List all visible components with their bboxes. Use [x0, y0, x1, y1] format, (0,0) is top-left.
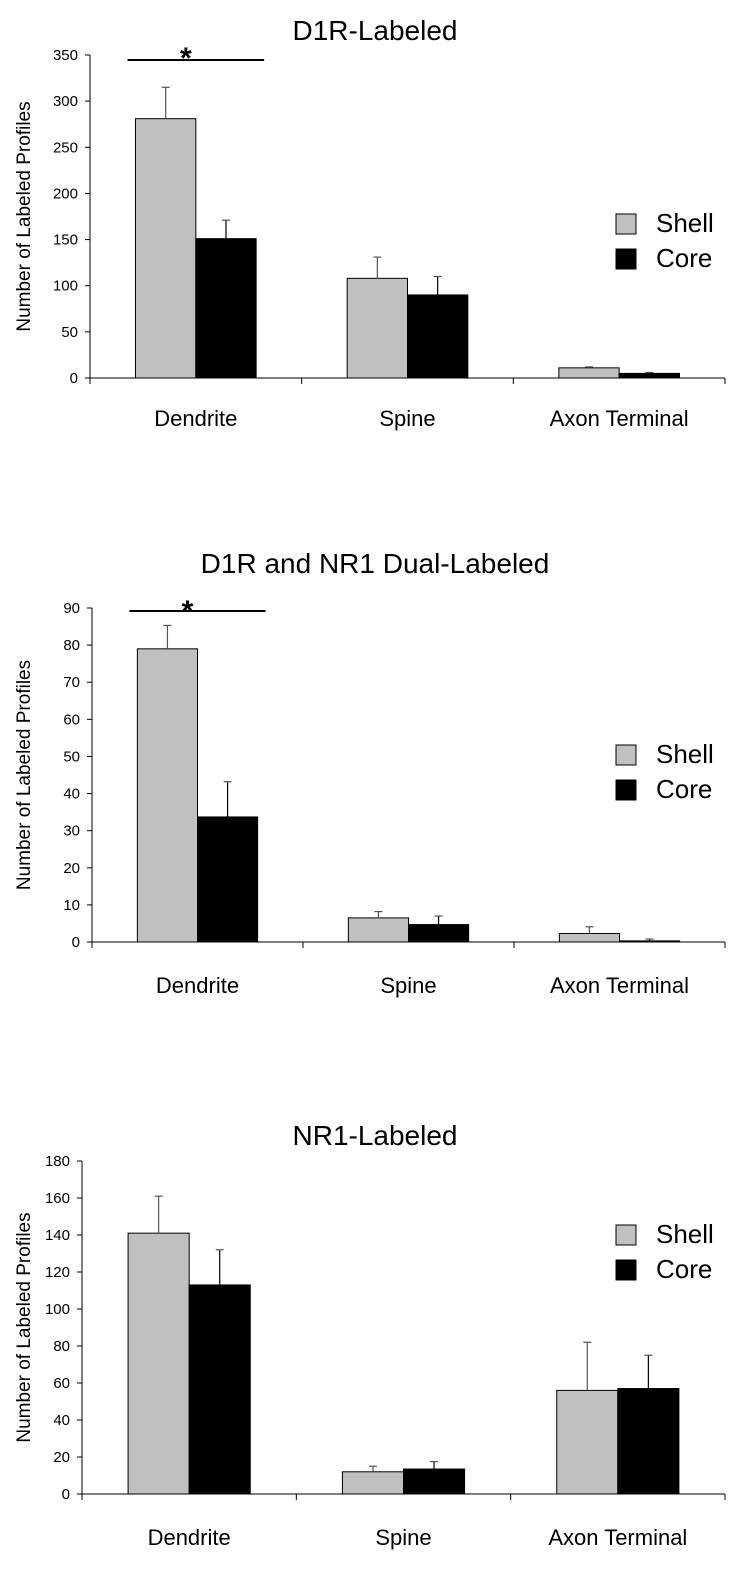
- chart-panel-d1r: D1R-Labeled Number of Labeled Profiles 0 50…: [0, 0, 750, 470]
- y-tick-label: 100: [53, 278, 78, 295]
- y-tick-label: 250: [53, 139, 78, 156]
- chart-title: D1R and NR1 Dual-Labeled: [201, 548, 550, 579]
- y-tick-label: 40: [53, 1412, 70, 1429]
- y-tick-label: 120: [45, 1264, 70, 1281]
- y-tick-label: 350: [53, 47, 78, 64]
- bar-shell-spine: [346, 277, 408, 379]
- chart-panel-nr1: NR1-Labeled Number of Labeled Profiles 0 20…: [0, 1105, 750, 1578]
- y-tick-label: 20: [63, 860, 80, 877]
- bar-core-spine: [407, 294, 469, 379]
- legend-swatch-shell: [615, 213, 637, 235]
- y-axis-label: Number of Labeled Profiles: [14, 1212, 35, 1442]
- y-tick-label: 50: [61, 324, 78, 341]
- bar-shell-axon-terminal: [558, 367, 620, 379]
- category-label: Dendrite: [156, 973, 239, 998]
- y-tick-label: 160: [45, 1190, 70, 1207]
- legend-label-shell: Shell: [656, 739, 714, 769]
- y-tick-label: 40: [63, 786, 80, 803]
- bar-shell-spine: [347, 917, 409, 943]
- y-tick-label: 60: [53, 1375, 70, 1392]
- bar-core-dendrite: [197, 816, 259, 943]
- category-label: Spine: [379, 406, 435, 431]
- legend-label-core: Core: [656, 774, 712, 804]
- chart-svg-nr1: NR1-Labeled Number of Labeled Profiles 0 20…: [14, 1120, 726, 1550]
- y-tick-label: 180: [45, 1153, 70, 1170]
- legend-swatch-shell: [615, 744, 637, 766]
- significance-star: *: [182, 595, 194, 628]
- bar-shell-dendrite: [135, 118, 197, 379]
- category-label: Axon Terminal: [548, 1525, 687, 1550]
- y-tick-label: 60: [63, 711, 80, 728]
- bar-shell-axon-terminal: [558, 932, 620, 943]
- chart-svg-d1r: D1R-Labeled Number of Labeled Profiles 0 50…: [14, 15, 726, 431]
- y-tick-label: 150: [53, 232, 78, 249]
- legend-swatch-core: [615, 779, 637, 801]
- legend-swatch-core: [615, 248, 637, 270]
- category-label: Spine: [380, 973, 436, 998]
- legend-label-core: Core: [656, 1254, 712, 1284]
- bar-shell-dendrite: [136, 648, 199, 943]
- y-tick-label: 70: [63, 674, 80, 691]
- y-tick-label: 90: [63, 600, 80, 617]
- bar-core-axon-terminal: [617, 1388, 680, 1495]
- bar-core-dendrite: [195, 238, 257, 379]
- category-label: Dendrite: [154, 406, 237, 431]
- bar-core-dendrite: [188, 1284, 251, 1495]
- category-label: Axon Terminal: [550, 406, 689, 431]
- chart-svg-dual: D1R and NR1 Dual-Labeled Number of Labele…: [14, 548, 726, 998]
- chart-title: D1R-Labeled: [293, 15, 458, 46]
- y-axis-label: Number of Labeled Profiles: [14, 101, 35, 331]
- legend-label-shell: Shell: [656, 1219, 714, 1249]
- bar-core-axon-terminal: [619, 940, 681, 943]
- bar-shell-axon-terminal: [556, 1389, 619, 1495]
- bar-shell-dendrite: [127, 1232, 190, 1495]
- y-tick-label: 10: [63, 897, 80, 914]
- legend-label-core: Core: [656, 243, 712, 273]
- legend-swatch-shell: [615, 1224, 637, 1246]
- y-tick-label: 80: [53, 1338, 70, 1355]
- chart-title: NR1-Labeled: [293, 1120, 458, 1151]
- y-tick-label: 50: [63, 748, 80, 765]
- y-axis-label: Number of Labeled Profiles: [14, 660, 35, 890]
- y-tick-label: 200: [53, 185, 78, 202]
- bar-core-spine: [408, 924, 470, 943]
- bar-core-axon-terminal: [618, 372, 680, 379]
- y-tick-label: 30: [63, 823, 80, 840]
- significance-star: *: [180, 42, 192, 75]
- y-tick-label: 0: [62, 1486, 70, 1503]
- y-tick-label: 80: [63, 637, 80, 654]
- category-label: Dendrite: [148, 1525, 231, 1550]
- category-label: Spine: [375, 1525, 431, 1550]
- category-label: Axon Terminal: [550, 973, 689, 998]
- y-tick-label: 20: [53, 1449, 70, 1466]
- y-tick-label: 100: [45, 1301, 70, 1318]
- legend-label-shell: Shell: [656, 208, 714, 238]
- y-tick-label: 0: [70, 370, 78, 387]
- chart-panel-dual: D1R and NR1 Dual-Labeled Number of Labele…: [0, 535, 750, 1015]
- y-tick-label: 140: [45, 1227, 70, 1244]
- legend-swatch-core: [615, 1259, 637, 1281]
- y-tick-label: 0: [72, 934, 80, 951]
- y-tick-label: 300: [53, 93, 78, 110]
- bar-core-spine: [403, 1468, 466, 1495]
- bar-shell-spine: [341, 1471, 405, 1495]
